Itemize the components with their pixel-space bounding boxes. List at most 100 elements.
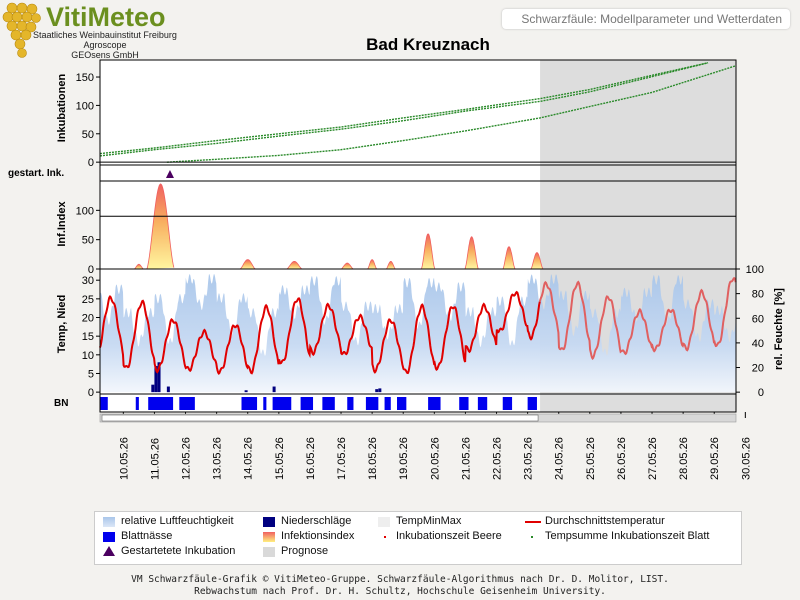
incubation-series-1 — [99, 62, 709, 157]
weather-ylabel-left: Temp, Nied — [56, 294, 68, 354]
leafwet-ylabel: BN — [54, 398, 69, 409]
x-ticklabel-4: 14.05.26 — [243, 437, 255, 480]
humidity-swatch — [103, 517, 115, 527]
leafwet-block-4 — [241, 397, 258, 410]
x-ticklabel-1: 11.05.26 — [149, 438, 161, 480]
rain-bar-0 — [154, 366, 158, 393]
legend-item-temp: Durchschnittstemperatur — [545, 515, 665, 527]
grape-logo — [2, 2, 41, 58]
x-ticklabel-14: 24.05.26 — [554, 437, 566, 480]
rain-swatch — [263, 517, 275, 527]
x-ticklabel-7: 17.05.26 — [336, 437, 348, 480]
legend-item-infection: Infektionsindex — [281, 530, 355, 542]
x-ticklabel-5: 15.05.26 — [274, 437, 286, 480]
infection-peak-1 — [134, 263, 144, 270]
incubation-series-2 — [166, 65, 737, 163]
leafwet-block-14 — [459, 397, 469, 410]
leafwet-block-13 — [428, 397, 441, 410]
weather-yright-ticklabel-3: 60 — [752, 313, 764, 325]
infection-peak-10 — [529, 252, 544, 270]
weather-yright-ticklabel-2: 40 — [752, 338, 764, 350]
legend: relative Luftfeuchtigkeit Niederschläge … — [94, 511, 742, 565]
dot-green-icon — [531, 536, 533, 538]
x-ticklabel-20: 30.05.26 — [740, 437, 752, 480]
legend-item-leaf-incubation: Tempsumme Inkubationszeit Blatt — [545, 530, 710, 542]
legend-item-forecast: Prognose — [281, 545, 329, 557]
chart-title: Bad Kreuznach — [366, 35, 490, 54]
weather-yleft-ticklabel-0: 0 — [88, 387, 94, 399]
rain-bar-4 — [272, 386, 276, 393]
incubation-y-ticklabel-1: 50 — [82, 129, 94, 141]
infection-ylabel: Inf.Index — [56, 201, 68, 247]
infection-peak-6 — [385, 261, 396, 270]
rain-bar-5 — [244, 390, 248, 393]
humidity-area — [100, 274, 736, 393]
leafwet-block-3 — [179, 397, 195, 410]
rain-bar-2 — [151, 384, 155, 393]
legend-item-leafwet: Blattnässe — [121, 530, 173, 542]
infection-peak-8 — [464, 236, 479, 270]
weather-yleft-ticklabel-1: 5 — [88, 368, 94, 380]
org-line-3: GEOsens GmbH — [71, 50, 139, 60]
brand-name: VitiMeteo — [46, 2, 166, 32]
leafwet-block-8 — [322, 397, 335, 410]
dot-red-icon — [384, 536, 386, 538]
weather-yleft-ticklabel-3: 15 — [82, 331, 94, 343]
x-ticklabel-13: 23.05.26 — [523, 437, 535, 480]
leafwet-block-0 — [100, 397, 108, 410]
leafwet-block-7 — [300, 397, 314, 410]
leafwet-block-1 — [135, 397, 139, 410]
leafwet-swatch — [103, 532, 115, 542]
weather-yleft-ticklabel-4: 20 — [82, 313, 94, 325]
forecast-swatch — [263, 547, 275, 557]
infection-y-ticklabel-1: 50 — [82, 235, 94, 247]
rain-bar-6 — [375, 389, 379, 393]
x-ticklabel-18: 28.05.26 — [678, 437, 690, 480]
legend-item-rain: Niederschläge — [281, 515, 352, 527]
temp-line-swatch — [525, 521, 541, 523]
x-ticklabel-19: 29.05.26 — [709, 437, 721, 480]
panel-border-4 — [99, 393, 737, 413]
rain-bar-7 — [378, 388, 382, 393]
leafwet-block-17 — [527, 397, 537, 410]
incubation-series-0 — [99, 62, 709, 155]
leafwet-block-11 — [384, 397, 391, 410]
started-marker-0 — [165, 170, 174, 178]
leafwet-block-2 — [148, 397, 174, 410]
x-ticklabel-11: 21.05.26 — [460, 437, 472, 480]
x-ticklabel-3: 13.05.26 — [212, 437, 224, 480]
legend-item-tempminmax: TempMinMax — [396, 515, 462, 527]
weather-yright-ticklabel-1: 20 — [752, 363, 764, 375]
leafwet-block-6 — [272, 397, 292, 410]
weather-ylabel-right: rel. Feuchte [%] — [773, 288, 785, 370]
incubation-y-ticklabel-3: 150 — [76, 72, 94, 84]
infection-peak-7 — [420, 233, 435, 270]
weather-yleft-ticklabel-5: 25 — [82, 294, 94, 306]
x-ticklabel-0: 10.05.26 — [118, 437, 130, 480]
started-ylabel: gestart. Ink. — [8, 168, 65, 179]
infection-y-ticklabel-2: 100 — [76, 205, 94, 217]
infection-peak-0 — [146, 183, 175, 270]
org-line-1: Staatliches Weinbauinstitut Freiburg — [33, 30, 177, 40]
weather-yright-ticklabel-5: 100 — [746, 264, 764, 276]
incubation-y-ticklabel-2: 100 — [76, 100, 94, 112]
x-ticklabel-12: 22.05.26 — [492, 437, 504, 480]
weather-yright-ticklabel-4: 80 — [752, 289, 764, 301]
legend-item-berry: Inkubationszeit Beere — [396, 530, 502, 542]
x-ticklabel-15: 25.05.26 — [585, 437, 597, 480]
subtitle-box: Schwarzfäule: Modellparameter und Wetter… — [502, 9, 790, 29]
infection-y-ticklabel-0: 0 — [88, 264, 94, 276]
footer-line-2: Rebwachstum nach Prof. Dr. H. Schultz, H… — [194, 586, 606, 597]
x-ticklabel-17: 27.05.26 — [647, 437, 659, 480]
rain-bar-1 — [157, 362, 161, 393]
tempminmax-swatch — [378, 517, 390, 527]
x-ticklabel-2: 12.05.26 — [181, 437, 193, 480]
leafwet-block-5 — [263, 397, 267, 410]
infection-peak-3 — [286, 261, 303, 270]
x-ticklabel-10: 20.05.26 — [429, 437, 441, 480]
weather-yleft-ticklabel-2: 10 — [82, 350, 94, 362]
legend-item-started: Gestartetete Inkubation — [121, 545, 236, 557]
rain-bar-3 — [166, 386, 170, 393]
x-ticklabel-6: 16.05.26 — [305, 437, 317, 480]
